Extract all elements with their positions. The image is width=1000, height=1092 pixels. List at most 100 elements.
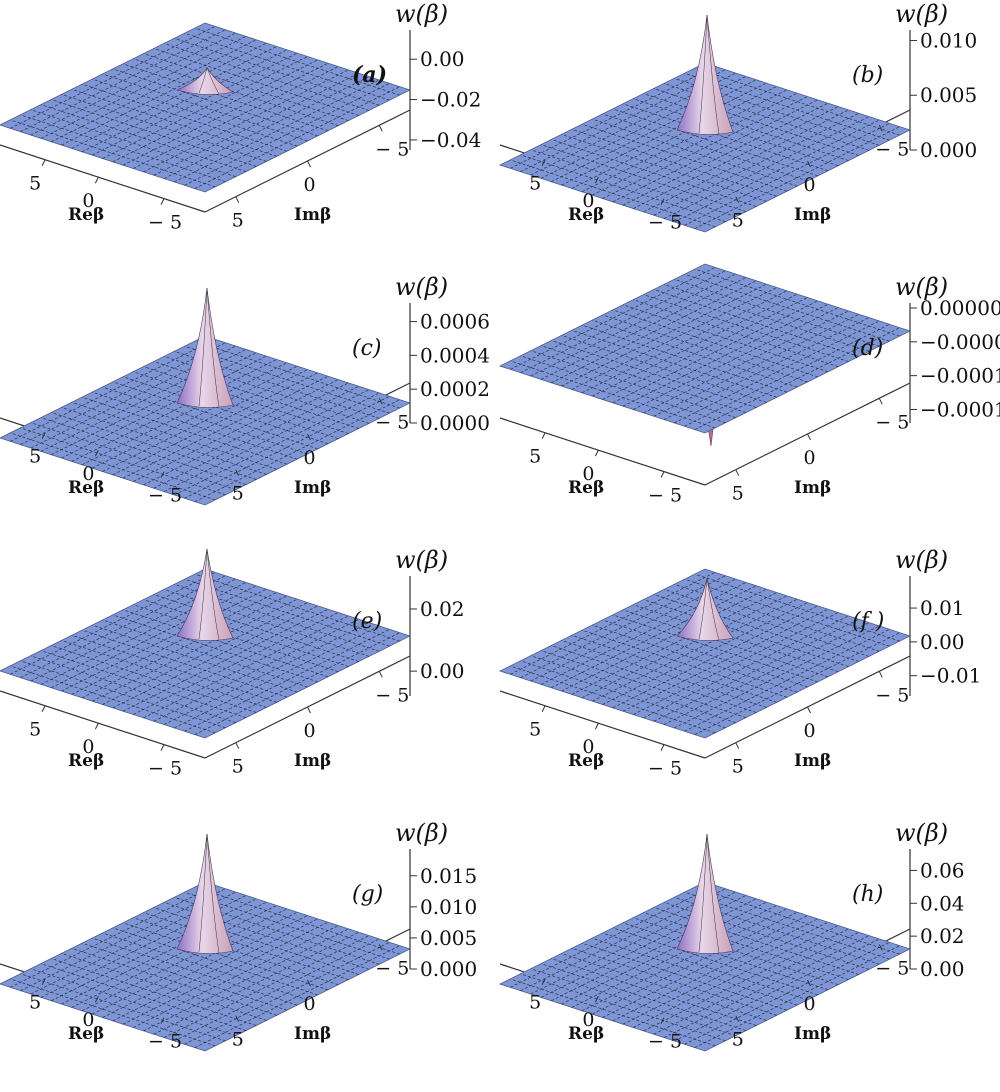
y-tick-label: 0	[304, 174, 316, 196]
y-tick-label: 5	[232, 483, 244, 505]
mesh-line	[602, 915, 808, 1018]
z-tick-label: 0.000	[920, 138, 977, 162]
mesh-line	[520, 575, 726, 679]
mesh-line	[643, 912, 849, 980]
x-tick	[94, 449, 99, 457]
mesh-line	[551, 280, 757, 384]
mesh-line	[194, 27, 400, 96]
mesh-line	[163, 935, 370, 1038]
mesh-line	[163, 76, 370, 179]
mesh-line	[81, 595, 288, 699]
x-tick-label: 0	[82, 463, 94, 485]
x-tick-label: 5	[29, 719, 41, 741]
y-axis-label: Imβ	[294, 205, 331, 225]
x-tick-label: 0	[82, 1009, 94, 1031]
panel-label: (b)	[852, 63, 883, 88]
z-tick-label: 0.0002	[420, 377, 490, 401]
mesh-line	[694, 327, 900, 430]
x-tick-label: 5	[29, 446, 41, 468]
mesh-line	[571, 287, 777, 390]
mesh-line	[143, 382, 349, 486]
mesh-line	[122, 63, 329, 132]
x-tick-label: − 5	[648, 1031, 682, 1053]
z-tick-label: 0.06	[920, 858, 965, 882]
y-tick-label: 5	[732, 210, 744, 232]
x-tick	[660, 1017, 665, 1024]
mesh-line	[194, 340, 400, 409]
mesh-line	[633, 299, 839, 368]
z-axis-label: w(β)	[895, 819, 948, 847]
mesh-line	[561, 134, 767, 202]
x-tick	[594, 722, 599, 730]
panel-label: (d)	[852, 336, 883, 361]
z-axis-label: w(β)	[395, 0, 448, 28]
mesh-line	[592, 92, 798, 196]
panel-c: 0.0006 0.0004 0.0002 0.0000 w(β) (c) 5 0 − 5 Reβ 5…	[0, 273, 500, 546]
mesh-line	[194, 573, 400, 642]
x-tick-label: 0	[582, 1009, 594, 1031]
x-tick	[660, 198, 665, 205]
mesh-line	[530, 655, 736, 724]
mesh-line	[81, 908, 288, 1012]
surface-plot-h: 0.06 0.04 0.02 0.00 w(β) (h) 5 0 − 5 Reβ 5 0 − 5 Imβ	[498, 819, 965, 1053]
mesh-line	[694, 632, 900, 735]
mesh-line	[61, 94, 267, 162]
x-tick-label: − 5	[648, 212, 682, 234]
mesh-line	[612, 614, 818, 683]
mesh-line	[112, 605, 318, 709]
x-tick	[94, 995, 99, 1003]
mesh-line	[684, 628, 890, 732]
mesh-line	[663, 902, 870, 970]
y-tick	[378, 944, 383, 951]
mesh-line	[10, 339, 216, 442]
mesh-line	[530, 273, 736, 377]
mesh-line	[61, 901, 267, 1005]
mesh-line	[633, 307, 839, 410]
mesh-line	[653, 313, 859, 417]
z-tick-label: 0.0000	[420, 411, 490, 435]
z-axis-label: w(β)	[895, 546, 948, 574]
mesh-line	[653, 618, 859, 722]
x-axis-label: Reβ	[68, 205, 104, 225]
mesh-line	[684, 273, 890, 342]
y-axis-label: Imβ	[794, 205, 831, 225]
mesh-line	[92, 52, 298, 156]
mesh-line	[133, 66, 339, 169]
z-tick-label: 0.005	[420, 926, 477, 950]
mesh-line	[663, 622, 870, 725]
y-tick-label: 0	[804, 720, 816, 742]
surface-peak	[676, 14, 734, 135]
mesh-line	[612, 927, 818, 996]
panel-e: 0.02 0.00 w(β) (e) 5 0 − 5 Reβ 5 0 − 5 Imβ	[0, 546, 500, 819]
z-tick-label: 0.02	[920, 924, 965, 948]
mesh-line	[174, 583, 380, 652]
z-axis-label: w(β)	[395, 819, 448, 847]
z-tick-label: 0.015	[420, 864, 477, 888]
mesh-line	[102, 619, 308, 688]
y-tick	[307, 706, 311, 714]
mesh-line	[643, 615, 849, 719]
mesh-line	[122, 375, 329, 479]
panel-f: 0.01 0.00 −0.01 w(β) (f ) 5 0 − 5 Reβ 5 0 − 5 Imβ	[498, 546, 1000, 819]
mesh-line	[194, 945, 400, 1048]
mesh-line	[30, 655, 236, 724]
mesh-line	[81, 362, 288, 466]
mesh-line	[143, 53, 349, 121]
x-tick	[160, 198, 165, 205]
mesh-line	[684, 941, 890, 1045]
mesh-line	[592, 319, 798, 388]
x-tick	[541, 432, 546, 439]
mesh-line	[653, 594, 859, 662]
z-axis-label: w(β)	[395, 273, 448, 301]
axis-frame-left-edge	[0, 690, 206, 759]
x-tick-label: − 5	[148, 485, 182, 507]
mesh-line	[510, 66, 716, 169]
mesh-line	[163, 356, 370, 424]
x-tick-label: 0	[82, 736, 94, 758]
x-tick	[41, 978, 46, 985]
mesh-line	[112, 614, 318, 683]
z-tick-label: 0.010	[920, 28, 977, 52]
mesh-line	[184, 395, 390, 499]
mesh-line	[71, 905, 277, 1008]
mesh-line	[643, 599, 849, 667]
